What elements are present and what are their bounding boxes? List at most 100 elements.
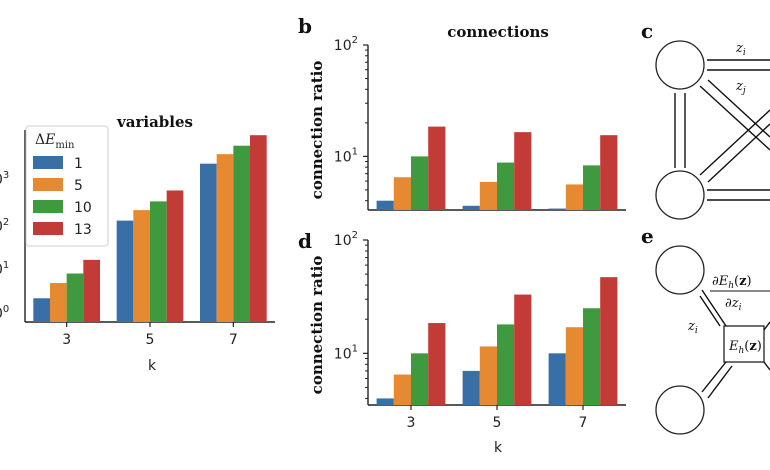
x-tick-label-3: 3	[62, 332, 71, 348]
diagram-c: c zi zj	[641, 19, 770, 220]
bar-5-5	[479, 181, 497, 210]
bars-d	[376, 277, 618, 405]
label-zi: zi	[735, 41, 746, 58]
y-ticks-d: 101 102	[334, 230, 368, 399]
edge-diag-3	[699, 109, 770, 176]
bar-3-5	[50, 283, 67, 322]
y-tick-label-1: 101	[334, 343, 358, 362]
bar-5-13	[166, 190, 184, 322]
y-ticks-connections: 101 102	[334, 35, 368, 202]
bar-5-13	[514, 132, 532, 210]
bar-5-1	[462, 205, 480, 210]
legend-swatch-10	[33, 200, 63, 213]
bar-7-13	[600, 277, 618, 405]
legend-swatch-13	[33, 222, 63, 235]
bar-3-10	[66, 273, 84, 322]
bar-5-10	[150, 201, 167, 322]
bar-3-1	[376, 200, 394, 210]
x-ticks-variables: 3 5 7	[62, 322, 238, 348]
fraction-denominator: ∂zi	[725, 296, 742, 313]
bars-connections	[376, 126, 618, 210]
y-label-connections: connection ratio	[308, 61, 326, 200]
x-ticks-d: 3 5 7	[407, 405, 588, 431]
bar-3-5	[393, 177, 411, 210]
bar-7-5	[216, 154, 234, 322]
x-tick-label-3: 3	[407, 415, 416, 431]
bars-variables	[33, 135, 267, 322]
edge-diag-4	[707, 123, 770, 183]
bar-7-1	[548, 353, 566, 405]
bar-5-10	[497, 324, 515, 405]
y-tick-partial-3: 03	[0, 170, 9, 188]
bar-3-1	[33, 298, 50, 322]
y-tick-label-1: 101	[334, 146, 358, 165]
node-e-top-left	[655, 245, 705, 295]
x-tick-label-7: 7	[579, 415, 588, 431]
legend-label-1: 1	[74, 156, 83, 172]
bar-7-1	[548, 208, 566, 210]
bar-3-13	[428, 323, 446, 405]
edge-e-6	[763, 361, 770, 371]
legend: ΔEmin 1 5 10 13	[25, 125, 109, 247]
edge-e-1	[701, 289, 727, 327]
edge-diag-2	[707, 79, 770, 138]
bar-5-1	[462, 370, 480, 405]
legend-swatch-1	[33, 156, 63, 169]
energy-box-label: Eh(z)	[728, 339, 762, 356]
y-tick-label-2: 102	[334, 35, 358, 54]
bar-7-10	[233, 145, 250, 322]
bar-7-5	[565, 327, 583, 405]
bar-7-10	[583, 165, 601, 210]
x-tick-label-5: 5	[493, 415, 502, 431]
bar-3-10	[411, 353, 429, 405]
node-e-bottom-left	[655, 385, 705, 435]
legend-label-13: 13	[74, 222, 92, 238]
fraction-numerator: ∂Eh(z)	[712, 274, 752, 291]
label-zj: zj	[735, 79, 746, 96]
chart-connections-d: d connection ratio 101 102 3 5 7 k	[298, 229, 626, 456]
bar-7-13	[600, 135, 618, 210]
legend-label-5: 5	[74, 178, 83, 194]
bar-5-5	[133, 210, 150, 322]
chart-title-variables: variables	[116, 113, 193, 131]
x-label-variables: k	[148, 358, 157, 374]
label-zi-e: zi	[687, 319, 698, 336]
y-tick-partial-1: 01	[0, 260, 9, 278]
panel-letter-e: e	[641, 224, 654, 248]
y-tick-label-2: 102	[334, 230, 358, 249]
edge-e-4	[707, 365, 733, 399]
chart-title-connections: connections	[447, 23, 549, 41]
legend-entries: 1 5 10 13	[33, 156, 92, 238]
bar-3-5	[393, 374, 411, 405]
edge-e-3	[701, 361, 727, 393]
bar-7-1	[200, 163, 217, 322]
bar-3-10	[411, 156, 429, 210]
bar-5-5	[479, 346, 497, 405]
panel-letter-c: c	[641, 19, 653, 43]
y-tick-partial-2: 02	[0, 217, 9, 235]
y-tick-partial-0: 00	[0, 304, 9, 322]
legend-swatch-5	[33, 178, 63, 191]
y-label-d: connection ratio	[308, 256, 326, 395]
bar-7-10	[583, 308, 601, 405]
bar-7-5	[565, 184, 583, 210]
legend-label-10: 10	[74, 200, 92, 216]
bar-5-10	[497, 162, 515, 210]
diagram-e: e Eh(z) ∂Eh(z) ∂zi zi	[641, 224, 770, 435]
bar-3-13	[428, 126, 446, 210]
x-label-d: k	[494, 440, 503, 456]
bar-7-13	[250, 135, 267, 322]
bar-3-13	[83, 259, 100, 322]
edge-diag-1	[699, 85, 770, 151]
bar-5-13	[514, 294, 532, 405]
energy-box	[723, 325, 765, 363]
edge-e-2	[699, 295, 721, 327]
node-bottom-left	[655, 170, 705, 220]
legend-title: ΔEmin	[35, 132, 75, 151]
node-top-left	[655, 40, 705, 90]
x-tick-label-5: 5	[146, 332, 155, 348]
panel-letter-d: d	[298, 229, 312, 253]
panel-letter-b: b	[298, 14, 312, 38]
edge-e-5	[763, 321, 770, 331]
bar-5-1	[116, 220, 134, 322]
